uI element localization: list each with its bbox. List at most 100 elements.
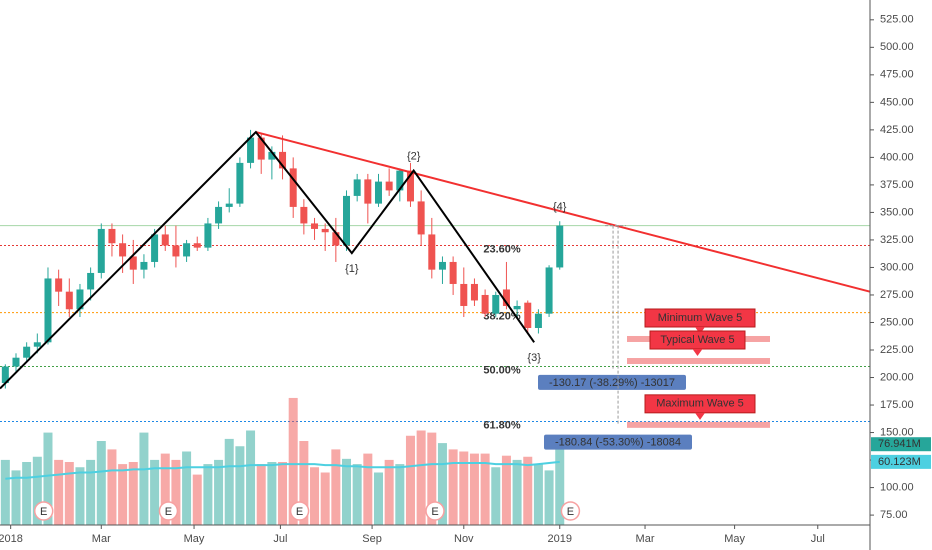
volume-bar [64,462,74,525]
y-tick-label: 375.00 [880,179,914,191]
candle-body [311,223,319,229]
earnings-label: E [567,506,574,518]
volume-bar [278,462,288,525]
volume-bar [384,459,394,525]
candle-body [438,261,446,270]
volume-tag-label: 60.123M [878,456,921,468]
candle-body [321,228,329,233]
x-tick-label: Mar [92,533,111,545]
y-tick-label: 400.00 [880,151,914,163]
volume-tag-label: 76.941M [878,438,921,450]
fib-label: 61.80% [483,419,521,431]
x-tick-label: Sep [362,533,382,545]
earnings-marker: E [425,501,445,521]
candle-body [492,294,500,314]
target-band [627,421,770,428]
volume-bar [310,467,320,525]
candle-body [279,151,287,169]
volume-bar [107,449,117,525]
volume-bar [342,458,352,525]
candle-body [236,162,244,204]
volume-bar [86,459,96,525]
volume-bar [171,459,181,525]
candle-body [417,201,425,235]
candle-body [225,203,233,207]
wave-label: {2} [407,151,421,163]
volume-bar [555,444,565,525]
wave-line [0,130,535,390]
volume-bar [22,462,32,525]
volume-bar [139,432,149,525]
candle-body [513,305,521,310]
target-pointer [695,412,705,420]
volume-bar [118,464,128,525]
earnings-label: E [40,506,47,518]
candle-body [33,342,41,347]
candle-body [183,243,191,257]
candle-body [289,168,297,207]
measure-label: -130.17 (-38.29%) -13017 [549,377,675,389]
y-tick-label: 150.00 [880,426,914,438]
volume-bar [469,453,479,525]
volume-bar [11,470,21,525]
volume-bar [299,441,309,525]
volume-bar [416,430,426,525]
y-tick-label: 275.00 [880,289,914,301]
volume-bar [54,459,64,525]
volume-bar [373,472,383,525]
volume-bar [544,470,554,525]
candle-body [108,228,116,244]
earnings-label: E [296,506,303,518]
volume-tag [871,437,931,452]
measure-box [544,434,692,450]
candle-body [428,234,436,270]
candle-body [129,256,137,270]
y-tick-label: 350.00 [880,206,914,218]
volume-bar [512,459,522,525]
volume-bar [214,459,224,525]
wave-label: {4} [553,201,567,213]
volume-bar [75,467,85,525]
candle-body [374,181,382,204]
candle-body [1,366,9,384]
candle-body [247,137,255,163]
y-tick-label: 525.00 [880,14,914,26]
volume-bar [160,453,170,525]
candle-body [193,243,201,248]
volume-bar [395,464,405,525]
candle-body [12,357,20,367]
volume-bar [43,432,53,525]
candle-body [481,294,489,314]
candle-body [385,181,393,191]
candle-body [343,195,351,246]
x-tick-label: Nov [454,533,474,545]
x-tick-label: Mar [636,533,655,545]
y-tick-label: 100.00 [880,481,914,493]
y-tick-label: 250.00 [880,316,914,328]
candle-body [268,151,276,160]
earnings-circle [289,501,310,521]
candle-body [545,267,553,314]
fib-label: 23.60% [483,243,521,255]
volume-bar [128,462,138,525]
x-tick-label: Jul [811,533,825,545]
volume-bar [224,438,234,525]
candle-body [556,225,564,268]
y-tick-label: 500.00 [880,41,914,53]
x-tick-label: 2018 [0,533,23,545]
candle-body [470,283,478,301]
candle-body [332,232,340,246]
target-pointer [692,349,703,357]
candle-body [65,291,73,310]
y-tick-label: 200.00 [880,371,914,383]
x-axis-area [0,525,870,550]
candle-body [460,283,468,306]
candle-body [140,261,148,270]
volume-bar [150,459,160,525]
earnings-circle [560,501,581,521]
earnings-marker: E [158,501,179,521]
volume-tag [871,454,931,469]
candle-body [257,137,265,160]
volume-bar [192,474,202,525]
